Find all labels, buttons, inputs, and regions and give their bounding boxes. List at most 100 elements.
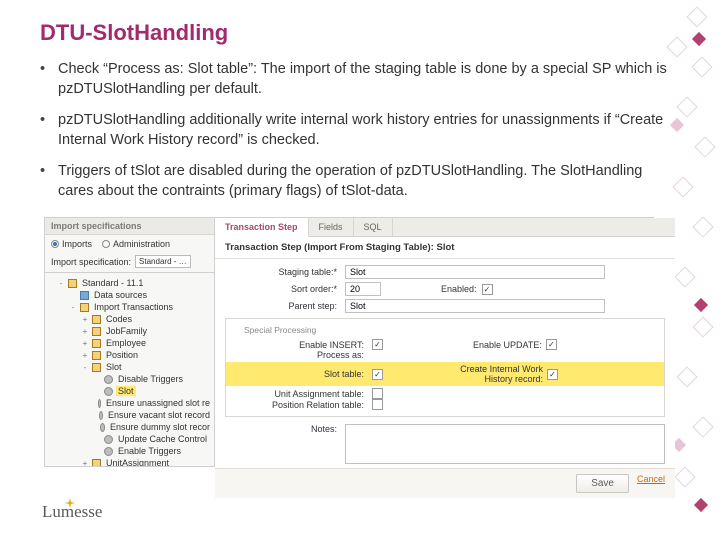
tree-label: Slot [104,362,124,372]
expand-icon: - [57,279,65,288]
tree-label: Update Cache Control [116,434,209,444]
form: Staging table:* Slot Sort order:* 20 Ena… [215,259,675,468]
radio-dot-icon [51,240,59,248]
expand-icon: + [81,339,89,348]
embedded-screenshot: Import specifications Imports Administra… [44,217,654,467]
gear-icon [104,435,113,444]
tab-bar: Transaction Step Fields SQL [215,218,675,237]
history-checkbox[interactable]: ✓ [547,369,558,380]
radio-dot-icon [102,240,110,248]
tree-label: Standard - 11.1 [80,278,145,288]
insert-checkbox[interactable]: ✓ [372,339,383,350]
expand-icon: + [81,315,89,324]
posrel-label: Position Relation table: [234,400,372,410]
update-checkbox[interactable]: ✓ [546,339,557,350]
folder-icon [92,459,101,467]
tree-item[interactable]: + Position [77,349,212,361]
enabled-checkbox[interactable]: ✓ [482,284,493,295]
folder-icon [68,279,77,288]
gear-icon [100,423,105,432]
spec-select[interactable]: Standard - … [135,255,191,268]
folder-icon [92,327,101,336]
tree-label: Disable Triggers [116,374,185,384]
import-spec-pane: Import specifications Imports Administra… [45,218,215,466]
gear-icon [104,375,113,384]
tree-item[interactable]: - Standard - 11.1 [53,277,212,289]
history-label: Create Internal Work History record: [433,364,543,384]
folder-icon [92,315,101,324]
tree-item[interactable]: Enable Triggers [89,445,212,457]
expand-icon: + [81,327,89,336]
gear-icon [104,447,113,456]
process-as-label: Process as: [234,350,372,360]
notes-textarea[interactable] [345,424,665,464]
page-title: DTU-SlotHandling [40,20,680,46]
radio-label: Imports [62,239,92,249]
tree-label: Ensure unassigned slot re [104,398,212,408]
tab-sql[interactable]: SQL [354,218,393,236]
pane-radio-row: Imports Administration [45,235,214,253]
tree-label: Ensure vacant slot record [106,410,212,420]
enabled-label: Enabled: [441,284,477,294]
tree-label: Ensure dummy slot recor [108,422,212,432]
tree-item[interactable]: Disable Triggers [89,373,212,385]
bullet-list: Check “Process as: Slot table”: The impo… [40,60,680,201]
tree-item[interactable]: +JobFamily [77,325,212,337]
gear-icon [99,411,103,420]
tree-item[interactable]: +Codes [77,313,212,325]
tree-item[interactable]: -Import Transactions [65,301,212,313]
gear-icon [98,399,101,408]
tree-item[interactable]: + UnitAssignment [77,457,212,466]
slot-table-label: Slot table: [234,369,372,379]
nav-tree: -Standard - 11.1Data sources-Import Tran… [45,273,214,466]
tree-item[interactable]: Ensure vacant slot record [89,409,212,421]
button-row: Save Cancel [215,468,675,498]
radio-imports[interactable]: Imports [51,239,92,249]
spec-select-row: Import specification: Standard - … [45,253,214,273]
parent-select[interactable]: Slot [345,299,605,313]
expand-icon: - [81,363,89,372]
tree-item[interactable]: Slot [89,385,212,397]
insert-label: Enable INSERT: [234,340,372,350]
staging-input[interactable]: Slot [345,265,605,279]
lumesse-logo: Lumesse [42,502,102,522]
tree-item[interactable]: - Slot [77,361,212,373]
folder-icon [80,303,89,312]
bullet-item: Triggers of tSlot are disabled during th… [40,162,680,201]
panel-title: Transaction Step (Import From Staging Ta… [215,237,675,259]
tab-transaction-step[interactable]: Transaction Step [215,218,309,237]
slot-table-checkbox[interactable]: ✓ [372,369,383,380]
unit-checkbox[interactable] [372,388,383,399]
folder-icon [92,363,101,372]
spec-label: Import specification: [51,257,131,267]
group-title: Special Processing [240,325,320,335]
tree-label: Position [104,350,140,360]
special-processing-group: Special Processing Enable INSERT: ✓ Enab… [225,318,665,417]
radio-administration[interactable]: Administration [102,239,170,249]
expand-icon: + [81,459,89,467]
highlighted-slot-row: Slot table: ✓ Create Internal Work Histo… [226,362,664,386]
posrel-checkbox[interactable] [372,399,383,410]
tree-label: Enable Triggers [116,446,183,456]
sort-label: Sort order:* [225,284,345,294]
staging-label: Staging table:* [225,267,345,277]
gear-icon [104,387,113,396]
tree-label: UnitAssignment [104,458,171,466]
tree-item[interactable]: Ensure dummy slot recor [89,421,212,433]
cancel-link[interactable]: Cancel [637,474,665,493]
tab-fields[interactable]: Fields [309,218,354,236]
tree-label: Employee [104,338,148,348]
radio-label: Administration [113,239,170,249]
tree-item[interactable]: Data sources [65,289,212,301]
folder-icon [92,339,101,348]
save-button[interactable]: Save [576,474,629,493]
folder-icon [92,351,101,360]
tree-label: Import Transactions [92,302,175,312]
tree-label: Slot [116,386,136,396]
tree-item[interactable]: Ensure unassigned slot re [89,397,212,409]
tree-label: Data sources [92,290,149,300]
tree-item[interactable]: Update Cache Control [89,433,212,445]
expand-icon: + [81,351,89,360]
sort-input[interactable]: 20 [345,282,381,296]
tree-item[interactable]: + Employee [77,337,212,349]
